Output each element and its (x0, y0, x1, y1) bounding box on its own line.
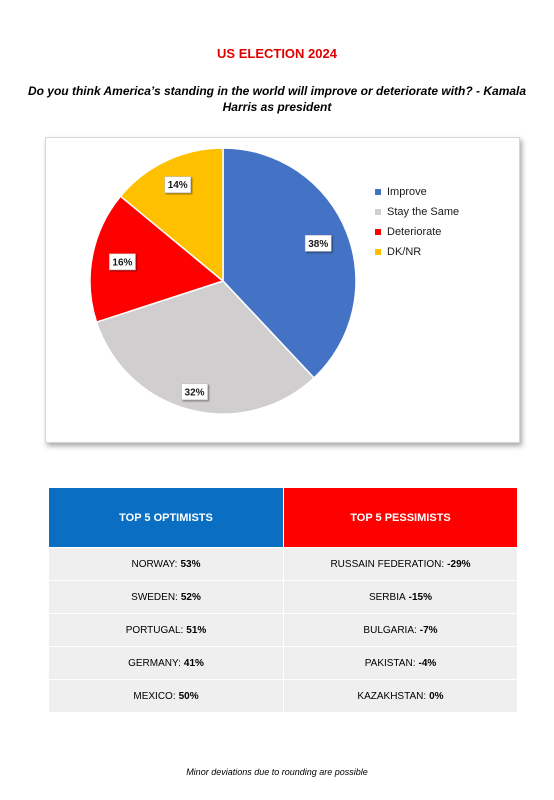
data-label: 32% (181, 383, 208, 401)
pie-chart-panel: 38% 32% 16% 14% Improve Stay the Same Deterio… (45, 137, 520, 443)
pessimist-value: -15% (408, 591, 433, 603)
pessimist-cell: KAZAKHSTAN: 0% (283, 680, 517, 712)
legend-label: Improve (387, 186, 427, 198)
pessimist-country: SERBIA (368, 591, 406, 603)
data-label-text: 14% (168, 180, 188, 191)
table-row: SWEDEN: 52% SERBIA -15% (49, 580, 517, 613)
data-label-text: 16% (112, 257, 132, 268)
optimist-country: SWEDEN: (131, 591, 178, 603)
table-row: MEXICO: 50% KAZAKHSTAN: 0% (49, 679, 517, 712)
legend-item: DK/NR (375, 242, 459, 262)
legend-swatch (375, 249, 381, 255)
pessimist-country: RUSSAIN FEDERATION: (330, 558, 445, 570)
optimist-cell: SWEDEN: 52% (49, 581, 283, 613)
data-label-box (164, 176, 191, 194)
optimist-value: 50% (178, 690, 199, 702)
optimist-value: 51% (186, 624, 207, 636)
data-label-box (304, 235, 332, 252)
legend-swatch (375, 229, 381, 235)
pie-chart: 38% 32% 16% 14% (89, 147, 357, 415)
legend-label: Deteriorate (387, 226, 442, 238)
table-row: PORTUGAL: 51% BULGARIA: -7% (49, 613, 517, 646)
table-row: NORWAY: 53% RUSSAIN FEDERATION: -29% (49, 547, 517, 580)
pessimist-cell: RUSSAIN FEDERATION: -29% (283, 548, 517, 580)
data-label: 16% (109, 253, 136, 271)
pessimists-header: TOP 5 PESSIMISTS (283, 488, 517, 547)
optimist-country: PORTUGAL: (125, 624, 184, 636)
pessimist-country: PAKISTAN: (364, 657, 416, 669)
pie-slice-dk-nr (119, 147, 224, 283)
optimist-country: NORWAY: (131, 558, 178, 570)
table-body: NORWAY: 53% RUSSAIN FEDERATION: -29% SWEDEN:… (49, 547, 517, 712)
pie-slice-deteriorate (89, 195, 225, 324)
optimist-country: MEXICO: (133, 690, 176, 702)
data-label: 38% (304, 235, 332, 252)
legend-swatch (375, 209, 381, 215)
data-label-text: 38% (308, 239, 328, 250)
optimist-value: 53% (180, 558, 201, 570)
survey-question: Do you think America’s standing in the w… (27, 84, 527, 114)
data-label-box (109, 253, 136, 271)
page-title: US ELECTION 2024 (217, 46, 337, 61)
optimist-cell: GERMANY: 41% (49, 647, 283, 679)
pie-slice-stay-the-same (95, 280, 316, 415)
optimist-country: GERMANY: (128, 657, 181, 669)
legend-label: Stay the Same (387, 206, 460, 218)
pessimist-value: 0% (429, 690, 444, 702)
optimists-header: TOP 5 OPTIMISTS (49, 488, 283, 547)
data-label-text: 32% (185, 387, 205, 398)
pessimist-cell: SERBIA -15% (283, 581, 517, 613)
optimist-cell: MEXICO: 50% (49, 680, 283, 712)
legend-item: Deteriorate (375, 222, 459, 242)
data-label-box (181, 383, 208, 401)
optimists-pessimists-table: TOP 5 OPTIMISTS TOP 5 PESSIMISTS NORWAY:… (49, 488, 517, 712)
legend-item: Stay the Same (375, 202, 459, 222)
table-header-row: TOP 5 OPTIMISTS TOP 5 PESSIMISTS (49, 488, 517, 547)
pie-slice-improve (222, 147, 357, 380)
optimist-value: 52% (180, 591, 201, 603)
pessimist-country: KAZAKHSTAN: (357, 690, 427, 702)
optimist-cell: NORWAY: 53% (49, 548, 283, 580)
optimist-value: 41% (183, 657, 204, 669)
legend-swatch (375, 189, 381, 195)
pessimist-value: -7% (419, 624, 438, 636)
legend-label: DK/NR (387, 246, 422, 258)
legend-item: Improve (375, 182, 459, 202)
pessimist-cell: BULGARIA: -7% (283, 614, 517, 646)
data-label: 14% (164, 176, 191, 194)
pessimist-cell: PAKISTAN: -4% (283, 647, 517, 679)
table-row: GERMANY: 41% PAKISTAN: -4% (49, 646, 517, 679)
footnote: Minor deviations due to rounding are pos… (186, 767, 368, 777)
pessimist-country: BULGARIA: (363, 624, 417, 636)
chart-legend: Improve Stay the Same Deteriorate DK/NR (375, 182, 459, 262)
optimist-cell: PORTUGAL: 51% (49, 614, 283, 646)
pessimist-value: -29% (447, 558, 471, 570)
pessimist-value: -4% (418, 657, 437, 669)
